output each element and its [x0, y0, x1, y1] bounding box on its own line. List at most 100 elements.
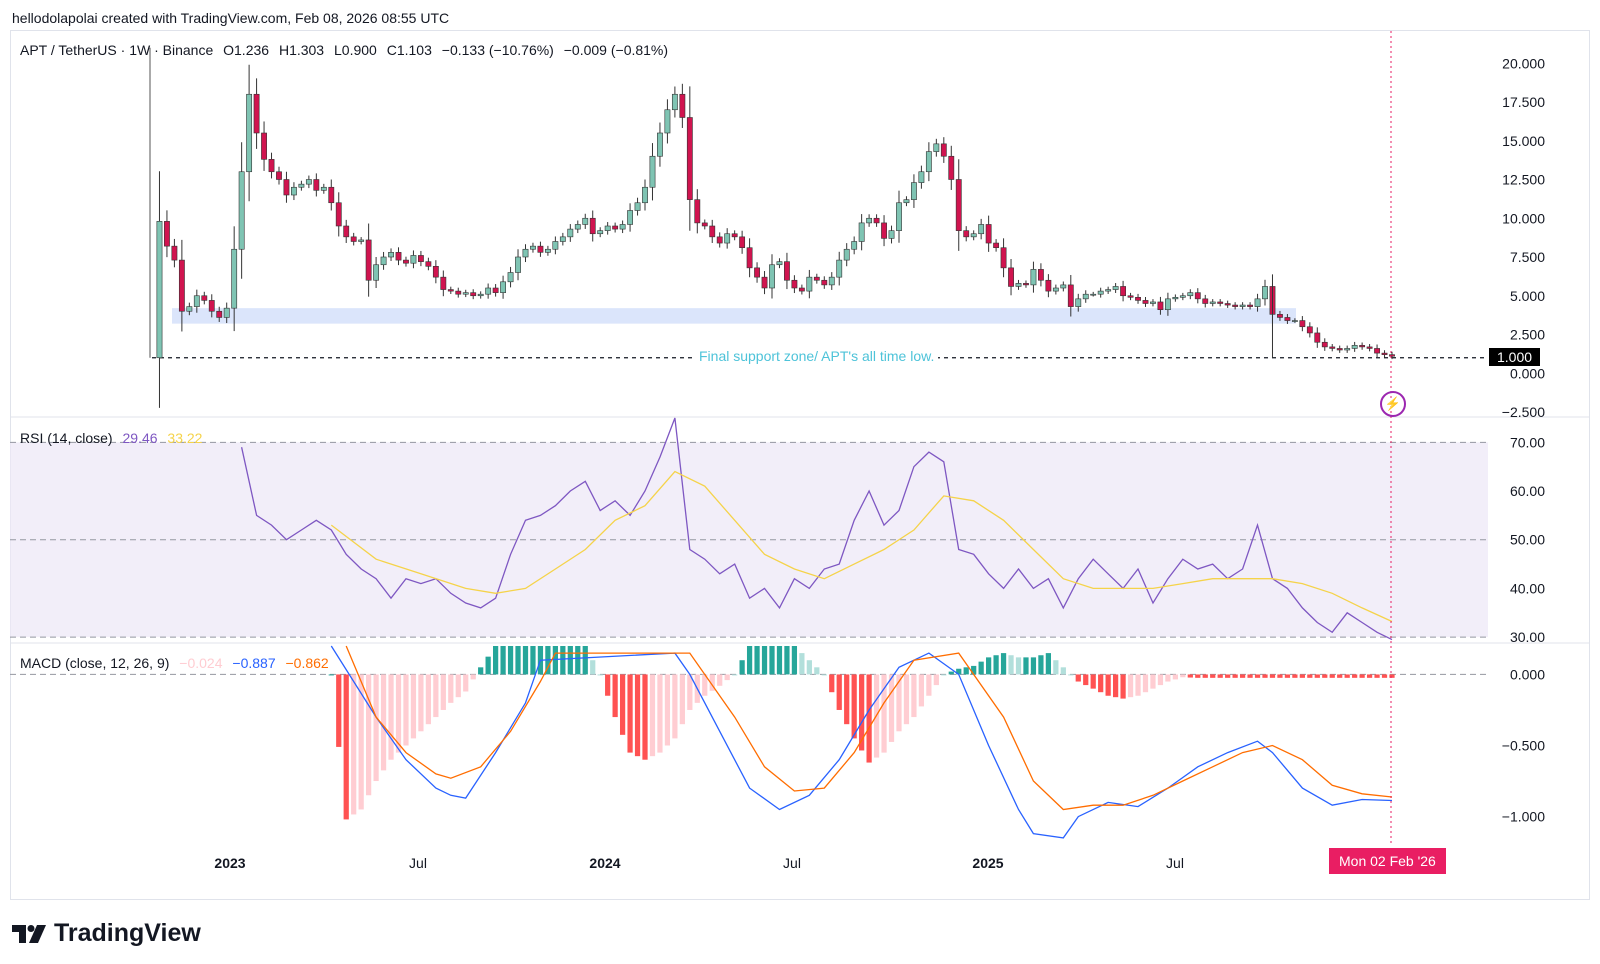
candle-body [709, 225, 716, 238]
candle-body [403, 259, 409, 264]
candle-body [1381, 352, 1388, 355]
macd-hist-bar [1195, 674, 1201, 678]
candle-body [701, 222, 708, 227]
macd-hist-bar [463, 674, 469, 692]
candle-body [1291, 320, 1298, 322]
candle-body [634, 202, 641, 211]
candle-body [1135, 296, 1141, 301]
macd-hist-bar [1344, 674, 1350, 678]
macd-title[interactable]: MACD (close, 12, 26, 9) [20, 655, 170, 671]
macd-hist-bar [1352, 674, 1358, 678]
candle-body [769, 264, 775, 289]
macd-hist-bar [634, 674, 641, 757]
candle-body [298, 183, 305, 188]
macd-hist-bar [1060, 667, 1066, 675]
candle-body [164, 221, 170, 247]
candle-body [395, 252, 402, 261]
macd-hist-bar [366, 674, 372, 796]
macd-hist-bar [470, 674, 476, 680]
macd-hist-bar [455, 674, 461, 698]
candle-body [1224, 303, 1231, 306]
macd-hist-bar [552, 646, 558, 675]
price-axis-label: 15.000 [1502, 133, 1545, 149]
candle-body [1217, 301, 1224, 304]
candle-body [597, 230, 604, 235]
macd-hist-bar [1180, 674, 1186, 678]
candle-body [642, 186, 648, 204]
candle-body [1336, 348, 1343, 351]
price-axis-label: 20.000 [1502, 55, 1545, 71]
support-annotation[interactable]: Final support zone/ APT's all time low. [695, 348, 939, 364]
price-line-badge: 1.000 [1489, 348, 1541, 366]
macd-hist-bar [1262, 674, 1268, 678]
macd-hist-bar [851, 674, 857, 739]
candle-body [530, 245, 536, 250]
candle-body [671, 93, 678, 111]
candle-body [985, 224, 992, 244]
macd-hist-bar [761, 646, 768, 675]
macd-hist-bar [485, 656, 491, 675]
candle-body [268, 159, 275, 173]
macd-hist-bar [380, 674, 387, 771]
macd-hist-bar [754, 646, 760, 675]
ohlc-change: −0.133 (−10.76%) [441, 42, 554, 58]
candle-body [283, 179, 290, 196]
candle-body [948, 155, 955, 180]
rsi-axis-label: 40.00 [1510, 580, 1545, 596]
candle-body [291, 186, 297, 196]
macd-hist-bar [1254, 674, 1261, 678]
macd-hist-bar [769, 646, 775, 675]
candle-body [1052, 287, 1059, 292]
macd-hist-bar [1247, 674, 1253, 678]
candle-body [1374, 348, 1380, 354]
candle-body [1067, 284, 1074, 307]
macd-hist-bar [702, 674, 708, 696]
macd-hist-bar [493, 646, 499, 675]
candle-body [388, 252, 394, 258]
rsi-legend: RSI (14, close) 29.46 33.22 [20, 430, 208, 446]
macd-hist-bar [806, 660, 812, 675]
macd-hist-bar [888, 674, 895, 742]
rsi-axis-label: 30.00 [1510, 629, 1545, 645]
candle-body [1142, 300, 1149, 304]
candle-body [410, 255, 417, 264]
macd-hist-bar [395, 674, 402, 753]
rsi-value: 29.46 [122, 430, 158, 446]
candle-body [1389, 354, 1395, 357]
candle-body [903, 199, 910, 204]
rsi-line [240, 417, 1393, 641]
macd-hist-bar [336, 674, 342, 747]
candle-body [873, 217, 880, 224]
price-axis-label: 10.000 [1502, 210, 1545, 226]
macd-hist-bar [388, 674, 394, 760]
price-legend: APT / TetherUS · 1W · Binance O1.236 H1.… [20, 42, 674, 58]
symbol-label[interactable]: APT / TetherUS · 1W · Binance [20, 42, 214, 58]
tradingview-logo[interactable]: TradingView [12, 919, 201, 948]
candle-body [978, 224, 985, 235]
macd-legend: MACD (close, 12, 26, 9) −0.024 −0.887 −0… [20, 655, 335, 671]
macd-hist-bar [1023, 657, 1029, 675]
lightning-icon[interactable]: ⚡ [1380, 391, 1406, 417]
macd-hist-bar [896, 674, 902, 732]
ohlc-low: L0.900 [334, 42, 377, 58]
candle-body [657, 132, 663, 157]
candle-body [492, 287, 499, 293]
candle-body [313, 179, 320, 191]
candle-body [567, 228, 574, 238]
candle-body [223, 307, 230, 318]
candle-body [1351, 345, 1358, 349]
candle-body [246, 93, 253, 173]
candle-body [462, 292, 469, 295]
macd-hist-bar [619, 674, 626, 735]
rsi-title[interactable]: RSI (14, close) [20, 430, 113, 446]
macd-hist-bar [1329, 674, 1335, 678]
price-axis-label: 5.000 [1510, 288, 1545, 304]
candle-body [1247, 304, 1253, 307]
candle-body [746, 247, 753, 269]
candle-body [776, 261, 783, 266]
macd-hist-bar [1008, 655, 1014, 675]
macd-hist-bar [903, 674, 910, 725]
candle-body [836, 259, 843, 278]
candle-body [612, 225, 619, 230]
